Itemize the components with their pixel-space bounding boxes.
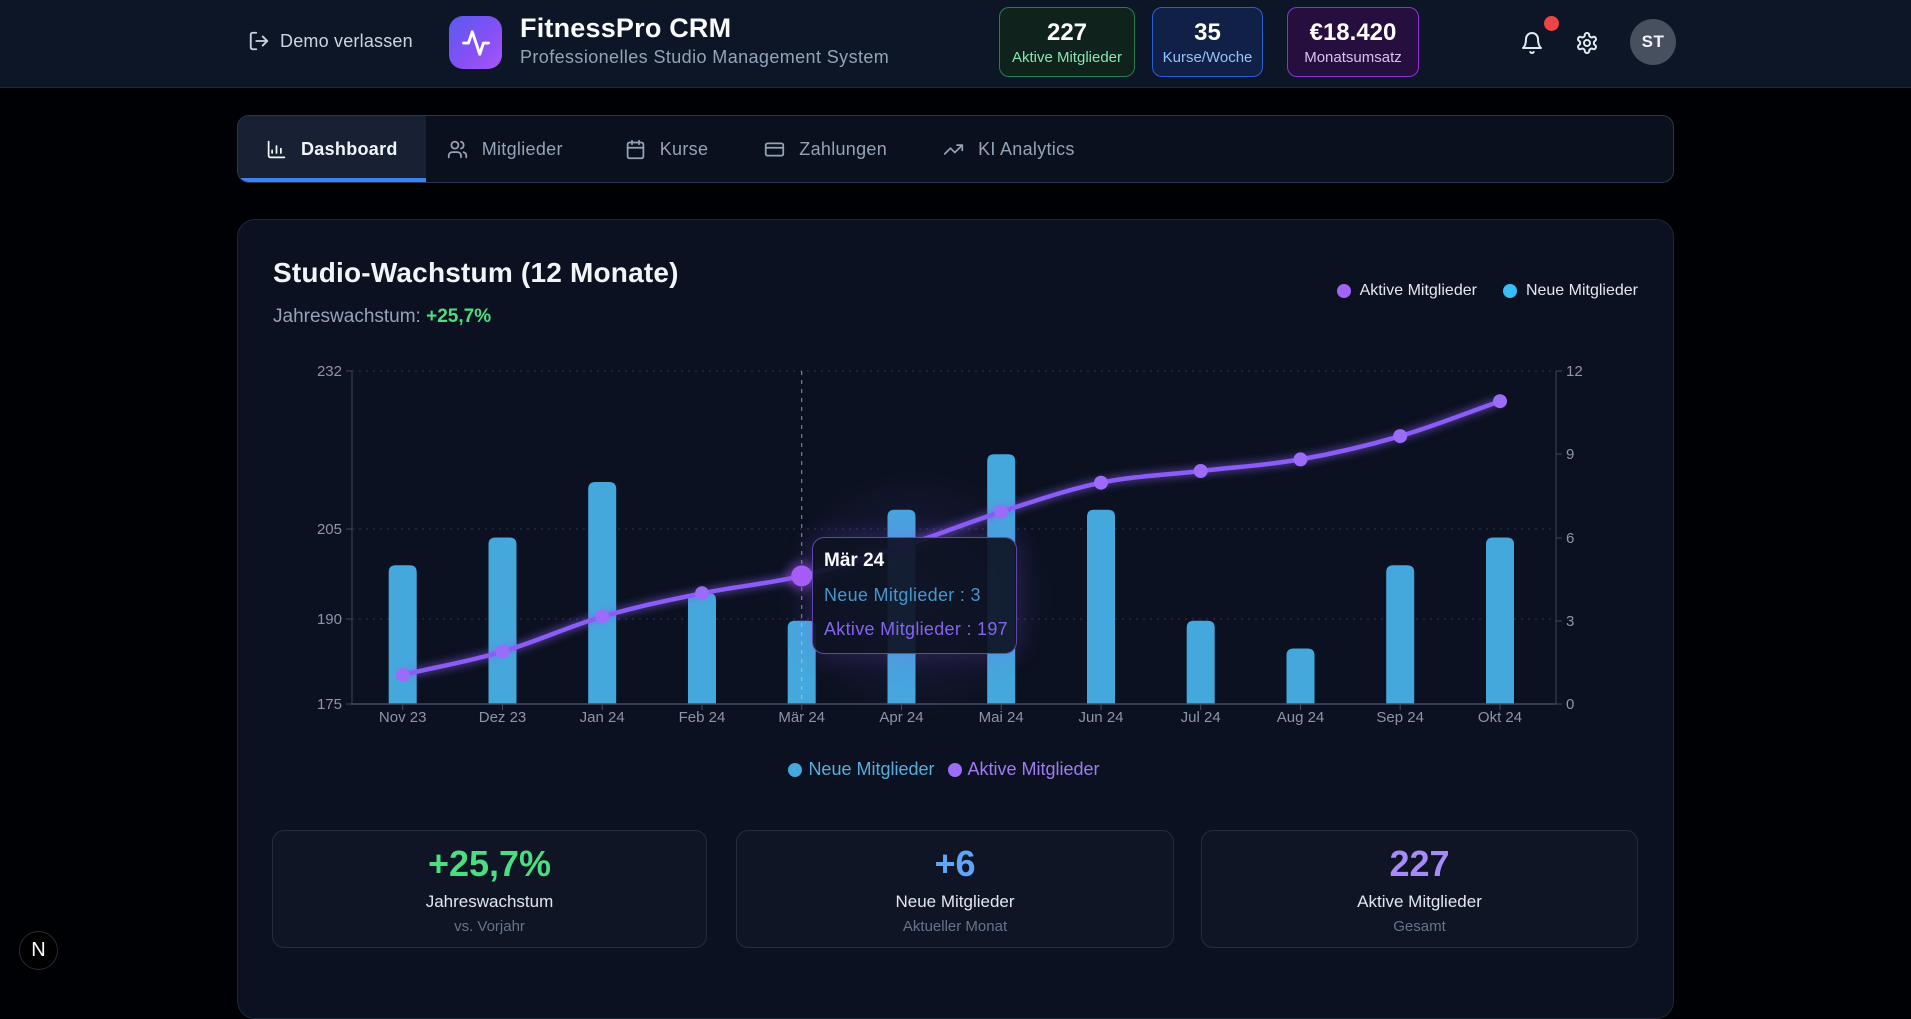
svg-text:Apr 24: Apr 24	[879, 709, 923, 726]
svg-text:Okt 24: Okt 24	[1478, 709, 1522, 726]
svg-text:12: 12	[1566, 363, 1583, 380]
svg-text:Mai 24: Mai 24	[979, 709, 1024, 726]
svg-text:Mär 24: Mär 24	[778, 709, 825, 726]
svg-text:6: 6	[1566, 530, 1574, 547]
svg-text:Jan 24: Jan 24	[580, 709, 625, 726]
svg-text:Dez 23: Dez 23	[479, 709, 527, 726]
svg-text:Feb 24: Feb 24	[679, 709, 726, 726]
svg-text:175: 175	[317, 696, 342, 713]
svg-text:9: 9	[1566, 446, 1574, 463]
svg-text:Jul 24: Jul 24	[1181, 709, 1221, 726]
svg-text:Sep 24: Sep 24	[1376, 709, 1424, 726]
svg-text:Jun 24: Jun 24	[1078, 709, 1123, 726]
svg-text:Nov 23: Nov 23	[379, 709, 427, 726]
svg-text:232: 232	[317, 363, 342, 380]
svg-text:0: 0	[1566, 696, 1574, 713]
svg-text:Aug 24: Aug 24	[1277, 709, 1325, 726]
svg-text:190: 190	[317, 611, 342, 628]
svg-text:205: 205	[317, 521, 342, 538]
svg-text:3: 3	[1566, 613, 1574, 630]
